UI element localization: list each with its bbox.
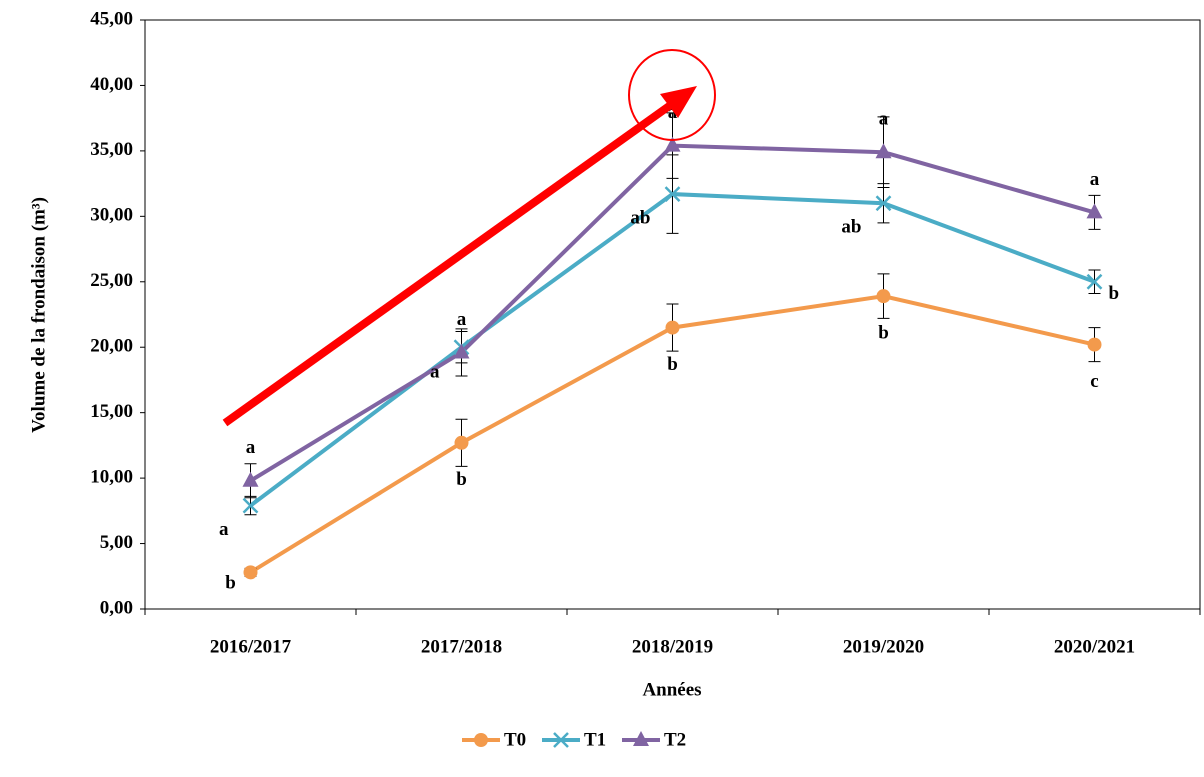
significance-letter: b <box>225 573 236 594</box>
highlight-circle <box>628 49 716 141</box>
legend-marker <box>474 733 488 747</box>
data-point <box>664 186 681 202</box>
significance-letter: a <box>457 309 467 330</box>
significance-letter: ab <box>630 207 650 228</box>
x-tick-label: 2020/2021 <box>1054 636 1135 657</box>
plot-area <box>144 19 1201 610</box>
legend-marker <box>633 731 649 746</box>
data-point <box>454 435 469 450</box>
significance-letter: b <box>667 354 678 375</box>
y-tick-label: 15,00 <box>90 401 133 422</box>
significance-letter: a <box>246 437 256 458</box>
y-tick-label: 40,00 <box>90 74 133 95</box>
x-tick-label: 2016/2017 <box>210 636 292 657</box>
data-point <box>876 289 891 304</box>
y-tick-label: 30,00 <box>90 205 133 226</box>
significance-letter: a <box>879 109 889 130</box>
x-tick-label: 2019/2020 <box>843 636 924 657</box>
y-tick-label: 5,00 <box>100 532 133 553</box>
data-point <box>243 565 258 580</box>
significance-letter: b <box>878 323 889 344</box>
significance-letter: b <box>456 469 467 490</box>
legend-label: T0 <box>504 729 526 750</box>
legend-label: T2 <box>664 729 686 750</box>
data-point <box>242 471 259 487</box>
x-axis-label: Années <box>642 679 701 700</box>
y-axis-label: Volume de la frondaison (m³) <box>28 197 49 433</box>
significance-letter: a <box>219 519 229 540</box>
y-tick-label: 45,00 <box>90 8 133 29</box>
legend-marker <box>553 732 569 748</box>
data-point <box>875 195 892 212</box>
arrow-head <box>660 86 697 118</box>
x-tick-label: 2017/2018 <box>421 636 502 657</box>
significance-letter: a <box>668 102 678 123</box>
x-tick-label: 2018/2019 <box>632 636 713 657</box>
data-point <box>1087 337 1102 352</box>
data-point <box>665 320 680 335</box>
significance-letter: b <box>1109 283 1120 304</box>
significance-letter: c <box>1090 371 1098 392</box>
data-point <box>1086 203 1103 219</box>
data-point <box>242 497 259 514</box>
y-tick-label: 0,00 <box>100 597 133 618</box>
data-point <box>453 343 470 359</box>
significance-letter: a <box>1090 169 1100 190</box>
significance-letter: a <box>430 362 440 383</box>
data-point <box>1086 273 1103 290</box>
y-tick-label: 35,00 <box>90 139 133 160</box>
y-tick-label: 25,00 <box>90 270 133 291</box>
trend-arrow <box>222 100 675 427</box>
y-tick-label: 10,00 <box>90 466 133 487</box>
data-point <box>875 143 892 159</box>
significance-letter: ab <box>841 217 861 238</box>
legend-label: T1 <box>584 729 606 750</box>
y-tick-label: 20,00 <box>90 336 133 357</box>
data-point <box>664 136 681 152</box>
